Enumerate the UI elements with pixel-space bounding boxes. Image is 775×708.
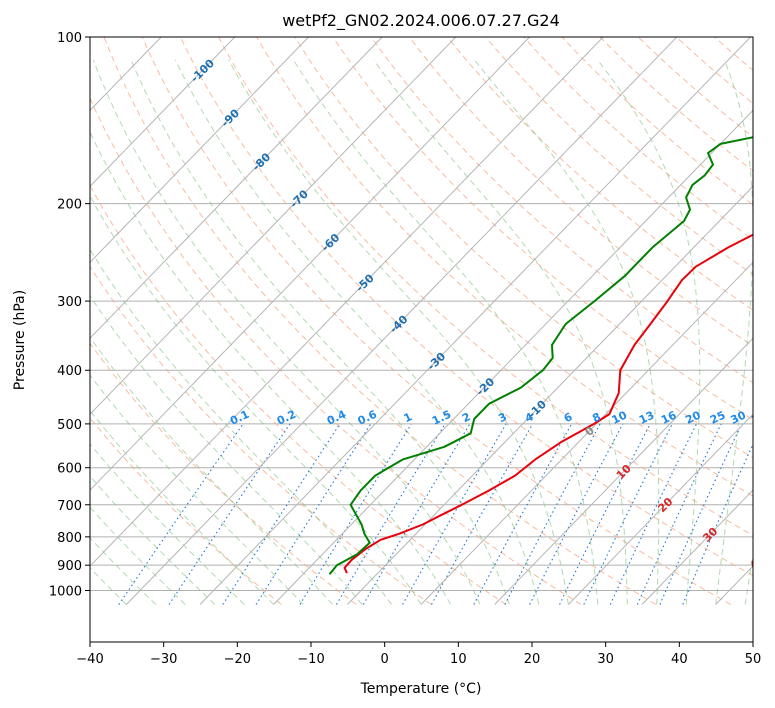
moist-adiabat-line — [174, 59, 540, 605]
x-tick-label: −30 — [150, 652, 177, 667]
x-axis-label: Temperature (°C) — [360, 681, 482, 697]
mixing-ratio-label: 36 — [749, 408, 769, 426]
moist-adiabat-line — [130, 59, 510, 605]
moist-adiabat-line — [90, 336, 333, 605]
isotherm-line — [90, 37, 383, 339]
isotherm-line — [494, 337, 753, 605]
dry-adiabat-line — [484, 37, 753, 276]
dry-adiabat-line — [294, 37, 753, 459]
y-tick-label: 500 — [57, 418, 82, 433]
isotherm-label: 40 — [747, 552, 767, 572]
sounding-profiles — [328, 136, 753, 575]
mixing-ratio-line — [583, 423, 673, 605]
moist-adiabat-line — [228, 59, 569, 605]
isotherm-line — [641, 489, 753, 605]
dry-adiabat-line — [141, 37, 732, 605]
y-tick-label: 100 — [57, 31, 82, 46]
moist-adiabat-line — [90, 248, 392, 605]
isotherm-line — [90, 37, 236, 188]
x-tick-label: −10 — [297, 652, 324, 667]
moist-adiabat-line — [90, 475, 216, 605]
x-tick-label: 10 — [450, 652, 467, 667]
x-tick-label: 30 — [597, 652, 614, 667]
moist-adiabat-line — [90, 443, 245, 605]
dewpoint-profile-line — [328, 136, 753, 575]
dry-adiabat-line — [332, 37, 753, 421]
isotherm-line — [126, 37, 678, 605]
isotherm-line — [90, 37, 310, 264]
mixing-ratio-label: 20 — [683, 408, 703, 426]
plot-frame — [89, 36, 754, 643]
moist-adiabat-line — [597, 59, 701, 605]
dry-adiabat-line — [446, 37, 753, 311]
moist-adiabat-line — [90, 130, 451, 605]
x-tick-label: 40 — [671, 652, 688, 667]
isotherm-line — [568, 413, 753, 605]
mixing-ratio-line — [559, 423, 651, 605]
isotherm-line — [347, 185, 753, 605]
x-tick-label: 50 — [745, 652, 762, 667]
x-axis-ticks: −40 −30 −20 −10 0 10 20 30 40 50 — [76, 642, 761, 667]
moist-adiabat-line — [90, 409, 275, 605]
mixing-ratio-line — [682, 443, 753, 605]
x-tick-label: −20 — [224, 652, 251, 667]
moist-adiabat-line — [92, 59, 481, 605]
isotherm-line — [420, 261, 753, 605]
y-axis-label: Pressure (hPa) — [12, 290, 28, 390]
y-tick-label: 800 — [57, 531, 82, 546]
dry-adiabat-line — [179, 37, 753, 577]
temperature-profile-line — [343, 233, 753, 574]
mixing-ratio-line — [609, 423, 697, 605]
moist-adiabat-line — [373, 59, 628, 605]
y-tick-label: 300 — [57, 295, 82, 310]
moist-adiabats — [90, 59, 753, 605]
isotherm-line — [90, 37, 531, 491]
moist-adiabat-line — [90, 537, 157, 605]
dry-adiabat-line — [90, 417, 282, 605]
moist-adiabat-line — [90, 506, 186, 605]
mixing-ratio-line — [636, 423, 722, 605]
y-tick-label: 700 — [57, 499, 82, 514]
x-tick-label: 20 — [524, 652, 541, 667]
dry-adiabat-line — [90, 96, 582, 605]
dry-adiabat-line — [256, 37, 753, 497]
mixing-ratio-label: 25 — [708, 409, 727, 427]
moist-adiabat-line — [90, 194, 422, 605]
x-tick-label: −40 — [76, 652, 103, 667]
y-tick-label: 900 — [57, 559, 82, 574]
y-tick-label: 600 — [57, 462, 82, 477]
y-tick-label: 400 — [57, 364, 82, 379]
mixing-ratio-label: 16 — [659, 408, 679, 426]
moist-adiabat-line — [292, 59, 599, 605]
moist-adiabat-line — [90, 294, 363, 605]
dry-adiabat-line — [90, 265, 432, 605]
isotherms — [90, 37, 753, 605]
dry-adiabat-line — [217, 37, 753, 537]
moist-adiabat-line — [474, 59, 660, 605]
moist-adiabat-line — [715, 59, 753, 605]
y-tick-label: 200 — [57, 198, 82, 213]
isotherm-line — [273, 109, 753, 605]
y-axis-ticks: 100 200 300 400 500 600 700 800 900 1000 — [49, 31, 90, 600]
dry-adiabat-line — [90, 184, 507, 605]
dry-adiabat-line — [90, 342, 357, 605]
mixing-ratio-label: 13 — [637, 409, 656, 427]
mixing-ratio-line — [473, 423, 573, 605]
isotherm-line — [90, 37, 604, 567]
y-tick-label: 1000 — [49, 585, 82, 600]
mixing-ratio-line — [336, 423, 446, 605]
x-tick-label: 0 — [381, 652, 389, 667]
mixing-ratio-label: 30 — [729, 408, 749, 426]
isotherm-line — [199, 37, 752, 605]
moist-adiabat-line — [90, 374, 304, 605]
mixing-ratio-label: 10 — [610, 408, 630, 426]
isotherm-line — [90, 37, 457, 415]
chart-title: wetPf2_GN02.2024.006.07.27.G24 — [282, 11, 560, 31]
